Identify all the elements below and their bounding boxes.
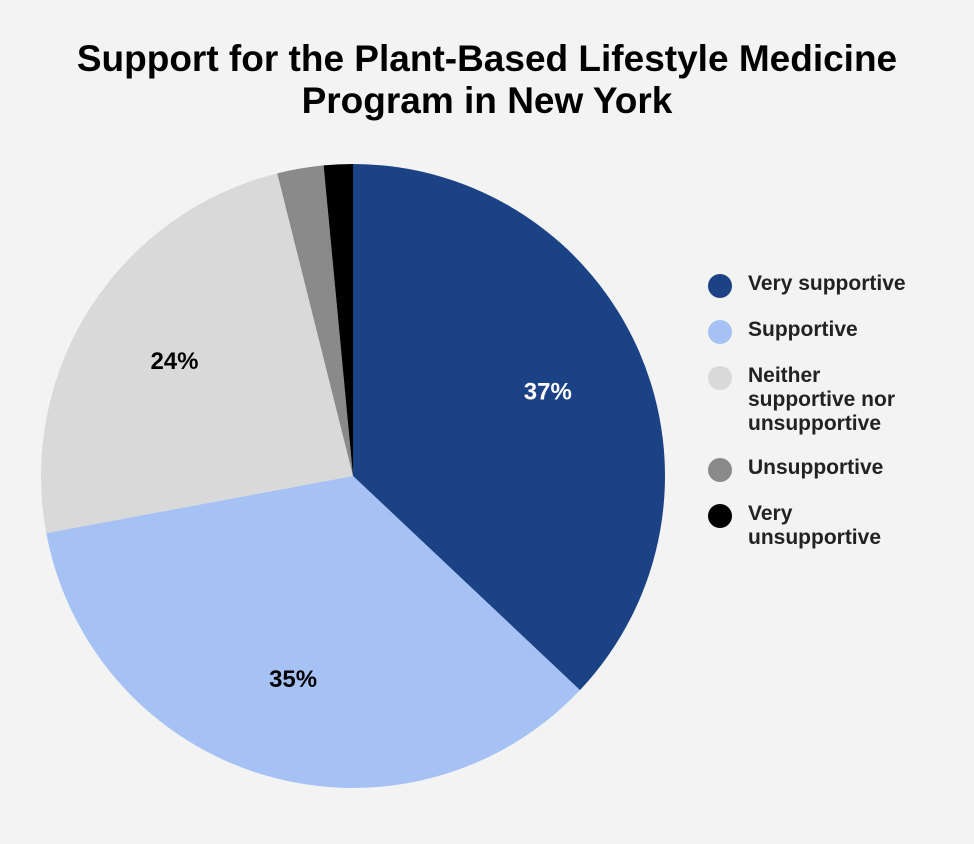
- slice-label-1: 35%: [269, 666, 317, 693]
- legend-label: Very unsupportive: [748, 502, 882, 549]
- pie-slice-supportive: [46, 476, 580, 788]
- legend-swatch: [708, 504, 732, 528]
- chart-title-line-1: Support for the Plant-Based Lifestyle Me…: [76, 38, 898, 79]
- legend-item: Supportive: [708, 318, 968, 344]
- slice-label-0: 37%: [524, 378, 572, 405]
- legend: Very supportive Supportive Neither support…: [708, 272, 968, 570]
- legend-label: Unsupportive: [748, 456, 884, 479]
- legend-label: Neither supportive nor unsupportive: [748, 364, 896, 435]
- pie-slice-neither-supportive-nor-unsupportive: [41, 173, 354, 534]
- slice-label-2: 24%: [150, 348, 198, 375]
- legend-swatch: [708, 274, 732, 298]
- legend-swatch: [708, 458, 732, 482]
- legend-swatch: [708, 366, 732, 390]
- pie-slice-unsupportive: [277, 165, 353, 476]
- chart-title-line-2: Program in New York: [301, 80, 673, 121]
- pie-slices: [41, 164, 665, 788]
- legend-item: Very supportive: [708, 272, 968, 298]
- legend-swatch: [708, 320, 732, 344]
- pie-labels: 37% 35% 24%: [150, 348, 571, 693]
- legend-item: Neither supportive nor unsupportive: [708, 364, 968, 436]
- pie-slice-very-supportive: [353, 164, 665, 691]
- pie-slice-very-unsupportive: [323, 164, 353, 476]
- legend-label: Very supportive: [748, 272, 906, 295]
- legend-item: Very unsupportive: [708, 502, 968, 550]
- chart-title: Support for the Plant-Based Lifestyle Me…: [0, 38, 974, 122]
- legend-item: Unsupportive: [708, 456, 968, 482]
- legend-label: Supportive: [748, 318, 858, 341]
